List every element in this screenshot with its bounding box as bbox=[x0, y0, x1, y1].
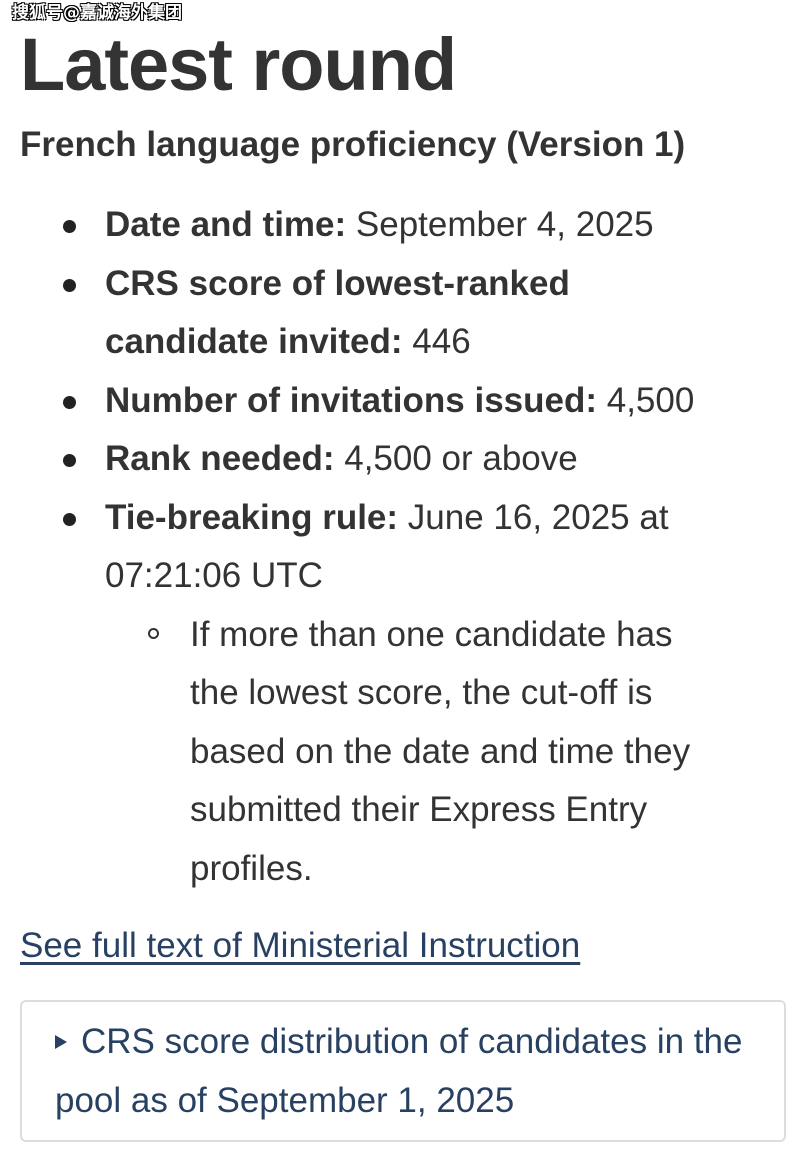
bullet-icon bbox=[63, 278, 76, 292]
item-value: June 16, 2025 at 07:21:06 UTC bbox=[105, 497, 669, 596]
tie-note-text: If more than one candidate has the lowes… bbox=[190, 614, 691, 888]
list-item: Rank needed: 4,500 or above bbox=[0, 430, 790, 489]
bullet-icon bbox=[63, 395, 76, 409]
list-item: CRS score of lowest-ranked candidate inv… bbox=[0, 255, 790, 372]
item-label: Rank needed: bbox=[105, 439, 335, 478]
item-value: 446 bbox=[402, 322, 471, 361]
details-summary[interactable]: CRS score distribution of candidates in … bbox=[55, 1012, 764, 1130]
crs-distribution-details[interactable]: CRS score distribution of candidates in … bbox=[20, 1000, 786, 1142]
disclosure-triangle-icon bbox=[55, 1035, 67, 1049]
bullet-icon bbox=[63, 454, 76, 467]
item-label: Tie-breaking rule: bbox=[105, 497, 399, 537]
bullet-icon bbox=[63, 220, 76, 233]
ministerial-instruction-link[interactable]: See full text of Ministerial Instruction bbox=[20, 926, 581, 965]
sub-list: If more than one candidate has the lowes… bbox=[105, 606, 730, 899]
item-label: Date and time: bbox=[105, 205, 347, 244]
list-item: Tie-breaking rule: June 16, 2025 at 07:2… bbox=[0, 489, 790, 899]
page-title: Latest round bbox=[20, 23, 457, 106]
section-heading: French language proficiency (Version 1) bbox=[20, 125, 686, 164]
item-value: 4,500 bbox=[597, 380, 695, 420]
list-item: Number of invitations issued: 4,500 bbox=[0, 372, 790, 431]
item-label: Number of invitations issued: bbox=[105, 380, 597, 420]
details-summary-text: CRS score distribution of candidates in … bbox=[55, 1022, 743, 1120]
item-value: 4,500 or above bbox=[334, 439, 578, 478]
sub-list-item: If more than one candidate has the lowes… bbox=[105, 606, 730, 899]
round-details-list: Date and time: September 4, 2025 CRS sco… bbox=[0, 196, 790, 898]
bullet-icon bbox=[63, 512, 76, 526]
list-item: Date and time: September 4, 2025 bbox=[0, 196, 790, 255]
item-label: CRS score of lowest-ranked candidate inv… bbox=[105, 263, 570, 362]
watermark: 搜狐号@嘉诚海外集团 bbox=[12, 3, 182, 23]
item-value: September 4, 2025 bbox=[346, 205, 654, 244]
circle-bullet-icon bbox=[148, 627, 159, 639]
